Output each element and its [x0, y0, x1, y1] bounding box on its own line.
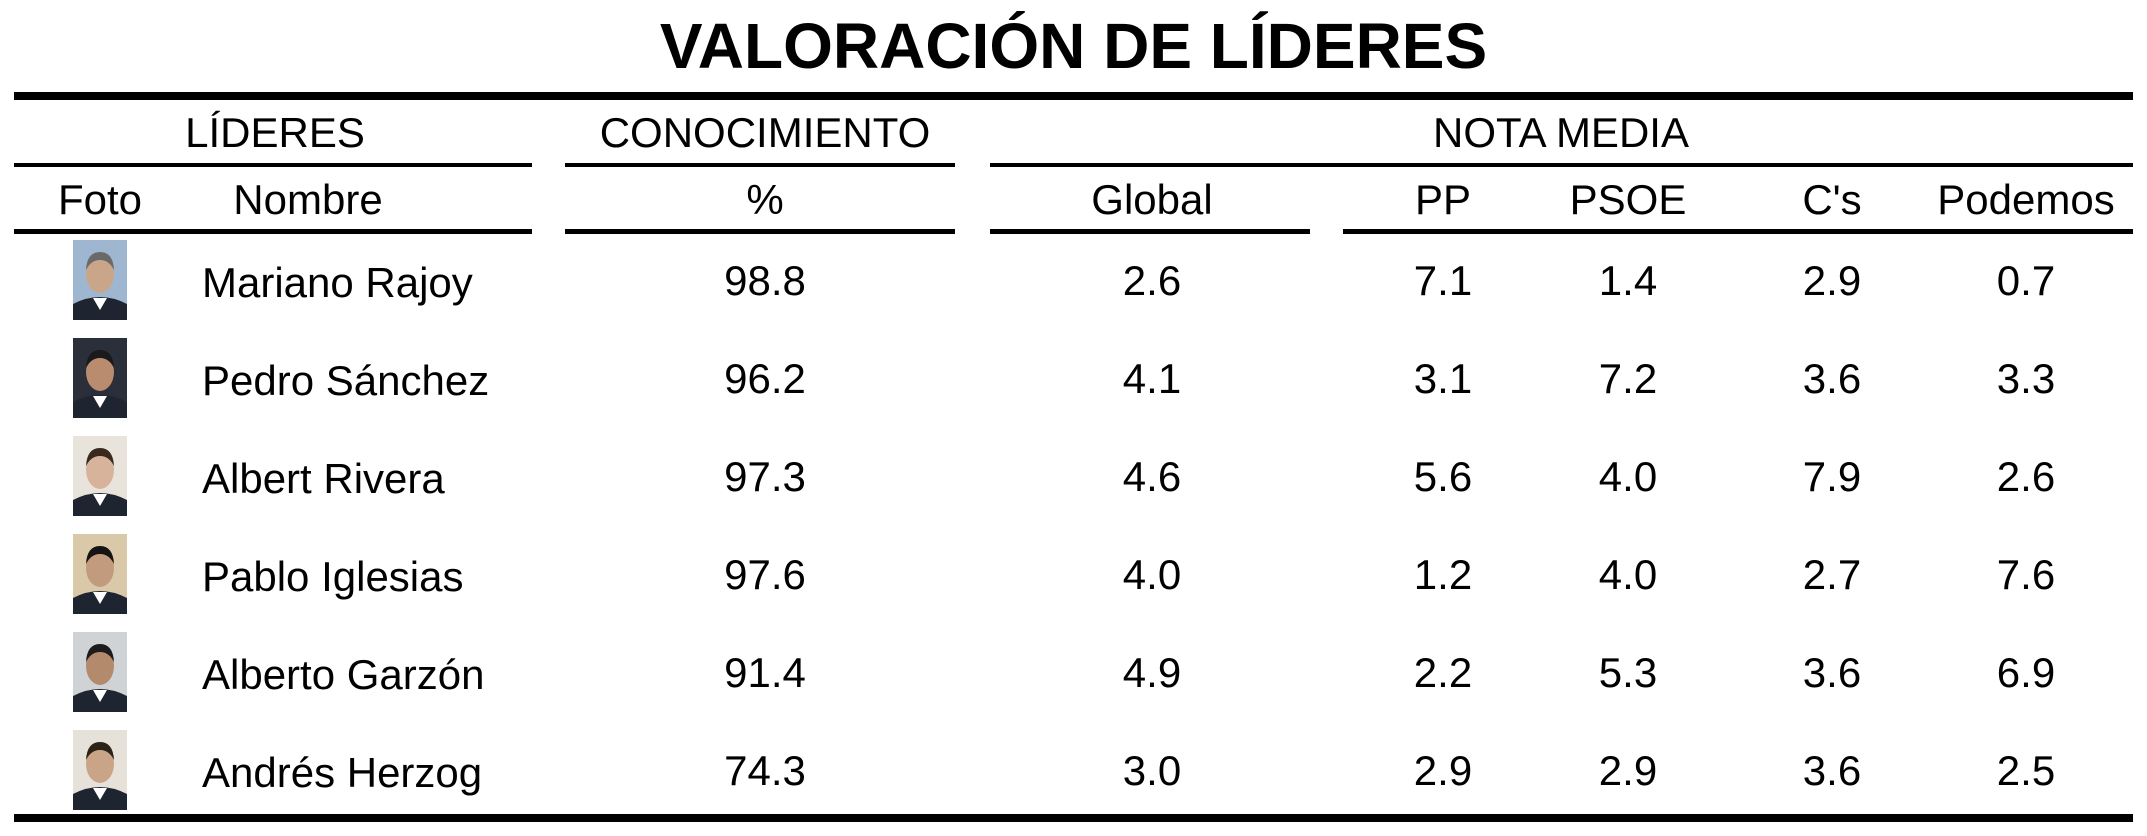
cell-podemos: 3.3: [1996, 355, 2056, 402]
leader-photo: [73, 338, 127, 418]
cell-psoe: 7.2: [1598, 355, 1658, 402]
leader-name: Mariano Rajoy: [202, 259, 473, 306]
leaders-underline: [14, 163, 532, 167]
column-header-cs: C's: [1802, 176, 1862, 223]
cell-psoe: 4.0: [1598, 551, 1658, 598]
cell-global: 2.6: [1122, 257, 1182, 304]
header-rule-global: [990, 229, 1310, 234]
cell-pp: 2.2: [1413, 649, 1473, 696]
cell-pp: 1.2: [1413, 551, 1473, 598]
cell-global: 4.0: [1122, 551, 1182, 598]
cell-global: 4.1: [1122, 355, 1182, 402]
cell-pp: 7.1: [1413, 257, 1473, 304]
cell-pp: 3.1: [1413, 355, 1473, 402]
cell-psoe: 1.4: [1598, 257, 1658, 304]
leader-name: Albert Rivera: [202, 455, 445, 502]
bottom-rule: [14, 814, 2133, 822]
column-header-global: Global: [1091, 176, 1213, 223]
cell-knowledge: 91.4: [724, 649, 806, 696]
column-header-knowledge: %: [746, 176, 784, 223]
column-header-psoe: PSOE: [1569, 176, 1687, 223]
top-rule: [14, 92, 2133, 100]
cell-cs: 3.6: [1802, 747, 1862, 794]
leader-photo: [73, 730, 127, 810]
cell-cs: 2.9: [1802, 257, 1862, 304]
column-header-pp: PP: [1414, 176, 1472, 223]
cell-cs: 7.9: [1802, 453, 1862, 500]
column-header-podemos: Podemos: [1937, 176, 2115, 223]
column-header-photo: Foto: [57, 176, 143, 223]
leader-name: Pablo Iglesias: [202, 553, 464, 600]
cell-knowledge: 98.8: [724, 257, 806, 304]
group-header-leaders: LÍDERES: [185, 109, 365, 156]
leader-name: Andrés Herzog: [202, 749, 483, 796]
group-header-knowledge: CONOCIMIENTO: [599, 109, 931, 156]
cell-psoe: 5.3: [1598, 649, 1658, 696]
header-rule-leaders: [14, 229, 532, 234]
cell-podemos: 6.9: [1996, 649, 2056, 696]
cell-knowledge: 74.3: [724, 747, 806, 794]
cell-podemos: 7.6: [1996, 551, 2056, 598]
cell-pp: 5.6: [1413, 453, 1473, 500]
cell-knowledge: 97.6: [724, 551, 806, 598]
average-underline: [990, 163, 2133, 167]
page-title: VALORACIÓN DE LÍDERES: [659, 10, 1488, 82]
group-header-average: NOTA MEDIA: [1433, 109, 1689, 156]
header-rule-parties: [1343, 229, 2133, 234]
cell-cs: 2.7: [1802, 551, 1862, 598]
cell-psoe: 4.0: [1598, 453, 1658, 500]
leader-photo: [73, 632, 127, 712]
leader-name: Alberto Garzón: [202, 651, 485, 698]
cell-knowledge: 97.3: [724, 453, 806, 500]
cell-cs: 3.6: [1802, 649, 1862, 696]
cell-psoe: 2.9: [1598, 747, 1658, 794]
leader-photo: [73, 534, 127, 614]
cell-global: 4.9: [1122, 649, 1182, 696]
leader-name: Pedro Sánchez: [202, 357, 490, 404]
cell-podemos: 0.7: [1996, 257, 2056, 304]
leader-photo: [73, 240, 127, 320]
column-header-name: Nombre: [233, 176, 383, 223]
cell-podemos: 2.5: [1996, 747, 2056, 794]
leader-photo: [73, 436, 127, 516]
cell-global: 4.6: [1122, 453, 1182, 500]
header-rule-knowledge: [565, 229, 955, 234]
cell-cs: 3.6: [1802, 355, 1862, 402]
knowledge-underline: [565, 163, 955, 167]
cell-global: 3.0: [1122, 747, 1182, 794]
cell-pp: 2.9: [1413, 747, 1473, 794]
cell-knowledge: 96.2: [724, 355, 806, 402]
cell-podemos: 2.6: [1996, 453, 2056, 500]
